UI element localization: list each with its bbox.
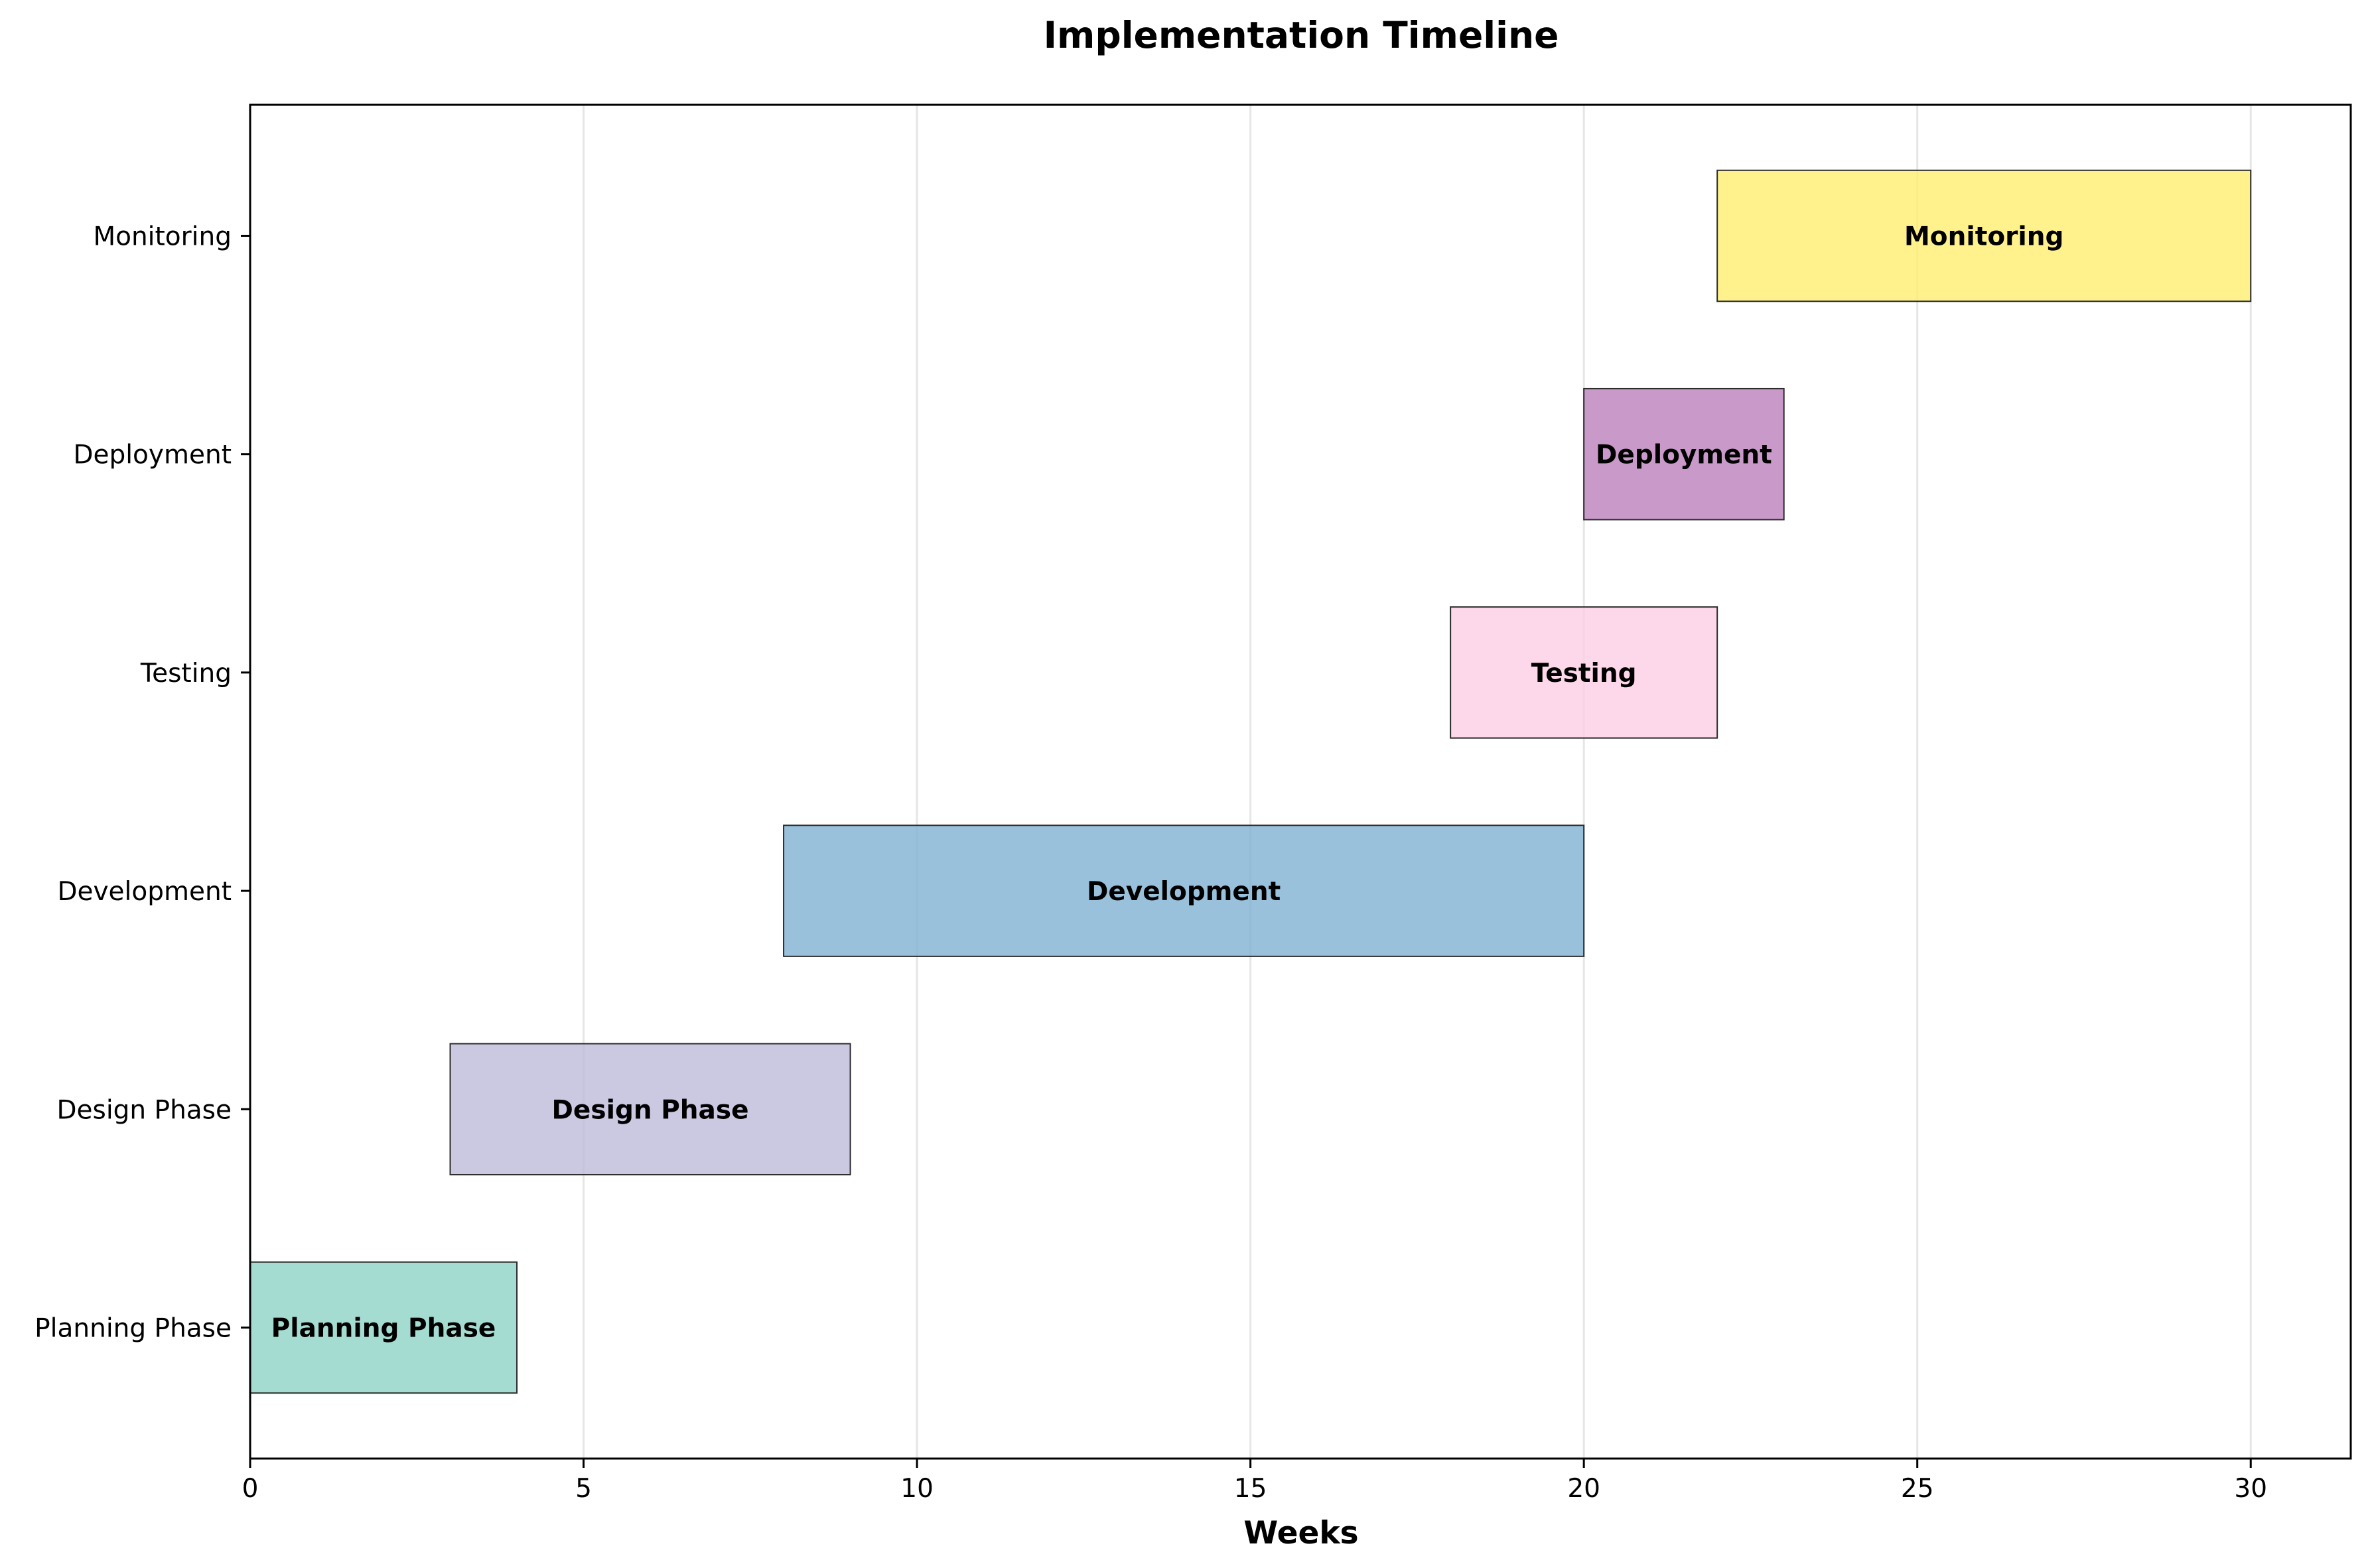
x-tick-label: 15: [1234, 1474, 1267, 1504]
y-tick-label: Design Phase: [57, 1095, 232, 1125]
x-tick-label: 10: [900, 1474, 934, 1504]
bar-label: Design Phase: [552, 1095, 749, 1125]
grid-layer: [249, 105, 2252, 1459]
bar-label: Development: [1087, 877, 1281, 907]
x-tick-label: 25: [1901, 1474, 1934, 1504]
x-tick-label: 0: [242, 1474, 259, 1504]
y-tick-label: Testing: [140, 659, 232, 688]
axes-layer: 0 5 10 15 20 25 30 Planning Phase Design Phase De…: [35, 103, 2352, 1504]
bar-label: Deployment: [1596, 440, 1772, 470]
gantt-bar: [449, 1043, 851, 1176]
y-tick-label: Development: [57, 877, 232, 907]
gantt-bar: [1450, 606, 1718, 739]
gantt-bar: [1583, 387, 1785, 521]
text-layer: Implementation Timeline Weeks: [1044, 14, 1559, 1551]
x-tick-label: 5: [575, 1474, 592, 1504]
axes-frame: [249, 103, 2352, 1460]
gantt-bar: [1716, 169, 2252, 302]
bar-label: Testing: [1531, 659, 1637, 688]
y-tick-label: Deployment: [73, 440, 232, 470]
bar-label: Monitoring: [1904, 222, 2063, 252]
gantt-bar: [783, 824, 1585, 957]
bars-layer: Planning Phase Design Phase Development Tes…: [249, 169, 2252, 1394]
x-tick-label: 20: [1567, 1474, 1600, 1504]
y-tick-label: Monitoring: [93, 222, 232, 252]
chart-title: Implementation Timeline: [1044, 14, 1559, 56]
x-tick-label: 30: [2234, 1474, 2267, 1504]
y-tick-label: Planning Phase: [35, 1313, 232, 1343]
bar-label: Planning Phase: [271, 1313, 496, 1343]
x-axis-title: Weeks: [1243, 1515, 1358, 1551]
